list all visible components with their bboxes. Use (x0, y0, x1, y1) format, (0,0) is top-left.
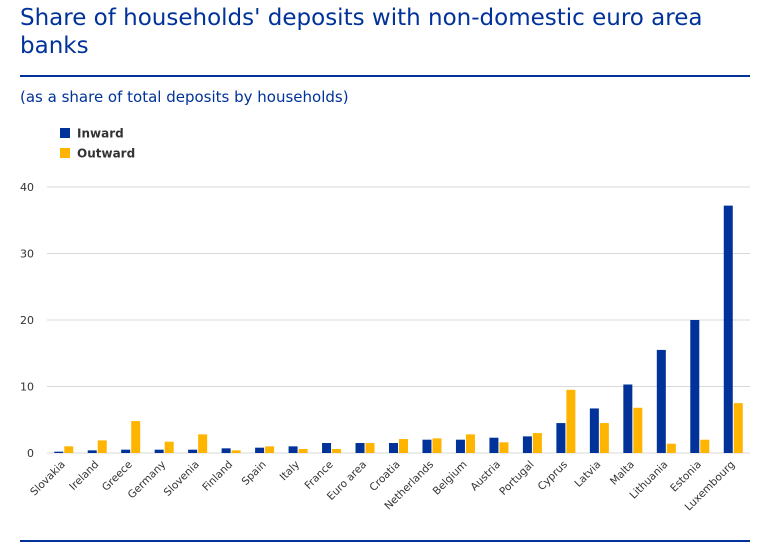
x-tick-label: Italy (278, 459, 303, 484)
bar-inward (522, 436, 532, 453)
x-tick-label: Finland (200, 459, 235, 494)
x-tick-label: France (302, 459, 335, 492)
bar-outward (64, 446, 74, 453)
bar-outward (97, 440, 107, 453)
bar-outward (265, 446, 275, 453)
bar-outward (399, 439, 408, 453)
y-tick-label: 20 (20, 314, 34, 327)
footer-divider (20, 540, 750, 542)
bar-outward (633, 407, 643, 453)
bar-inward (288, 446, 298, 453)
bar-outward (198, 434, 208, 453)
bar-outward (231, 450, 241, 453)
x-tick-label: Spain (239, 459, 268, 488)
bar-outward (599, 423, 609, 453)
x-tick-label: Slovenia (162, 459, 202, 499)
legend-swatch-inward (60, 128, 70, 138)
bar-inward (121, 449, 131, 453)
bar-outward (700, 439, 710, 453)
bar-inward (623, 384, 633, 453)
bar-inward (54, 451, 64, 453)
bar-outward (432, 438, 442, 453)
bar-outward (164, 441, 174, 453)
bar-inward (87, 450, 97, 453)
y-tick-label: 30 (20, 248, 34, 261)
y-tick-label: 40 (20, 181, 34, 194)
bar-inward (589, 408, 599, 453)
bar-outward (131, 421, 141, 453)
bar-inward (154, 449, 164, 453)
legend-swatch-outward (60, 148, 70, 158)
x-tick-label: Ireland (67, 459, 101, 493)
chart-subtitle: (as a share of total deposits by househo… (20, 88, 349, 106)
x-tick-label: Belgium (431, 459, 470, 498)
bar-inward (723, 205, 733, 453)
bar-inward (255, 447, 265, 453)
bar-inward (455, 439, 465, 453)
x-tick-label: Portugal (497, 459, 536, 498)
bar-outward (298, 449, 308, 453)
y-tick-label: 10 (20, 381, 34, 394)
bar-outward (733, 403, 743, 453)
x-tick-label: Cyprus (536, 459, 570, 493)
chart-title: Share of households' deposits with non-d… (20, 5, 703, 59)
title-divider (20, 75, 750, 77)
bar-outward (666, 443, 676, 453)
bar-inward (221, 448, 231, 453)
bar-inward (556, 423, 566, 453)
bar-outward (532, 433, 542, 453)
x-tick-label: Malta (608, 459, 637, 488)
bar-outward (365, 443, 375, 453)
bar-inward (389, 443, 398, 453)
x-tick-label: Slovakia (28, 459, 68, 499)
bar-inward (322, 443, 332, 453)
bar-inward (489, 437, 499, 453)
bar-inward (422, 439, 432, 453)
legend-label-outward: Outward (77, 147, 135, 161)
bar-inward (188, 449, 198, 453)
legend-label-inward: Inward (77, 127, 124, 141)
bar-outward (465, 434, 475, 453)
bar-inward (690, 320, 700, 453)
x-tick-label: Latvia (572, 459, 603, 490)
bar-outward (332, 449, 342, 453)
bar-inward (355, 443, 365, 453)
bar-outward (499, 442, 509, 453)
y-tick-label: 0 (27, 447, 34, 460)
bar-outward (566, 389, 576, 453)
bar-inward (656, 349, 666, 453)
